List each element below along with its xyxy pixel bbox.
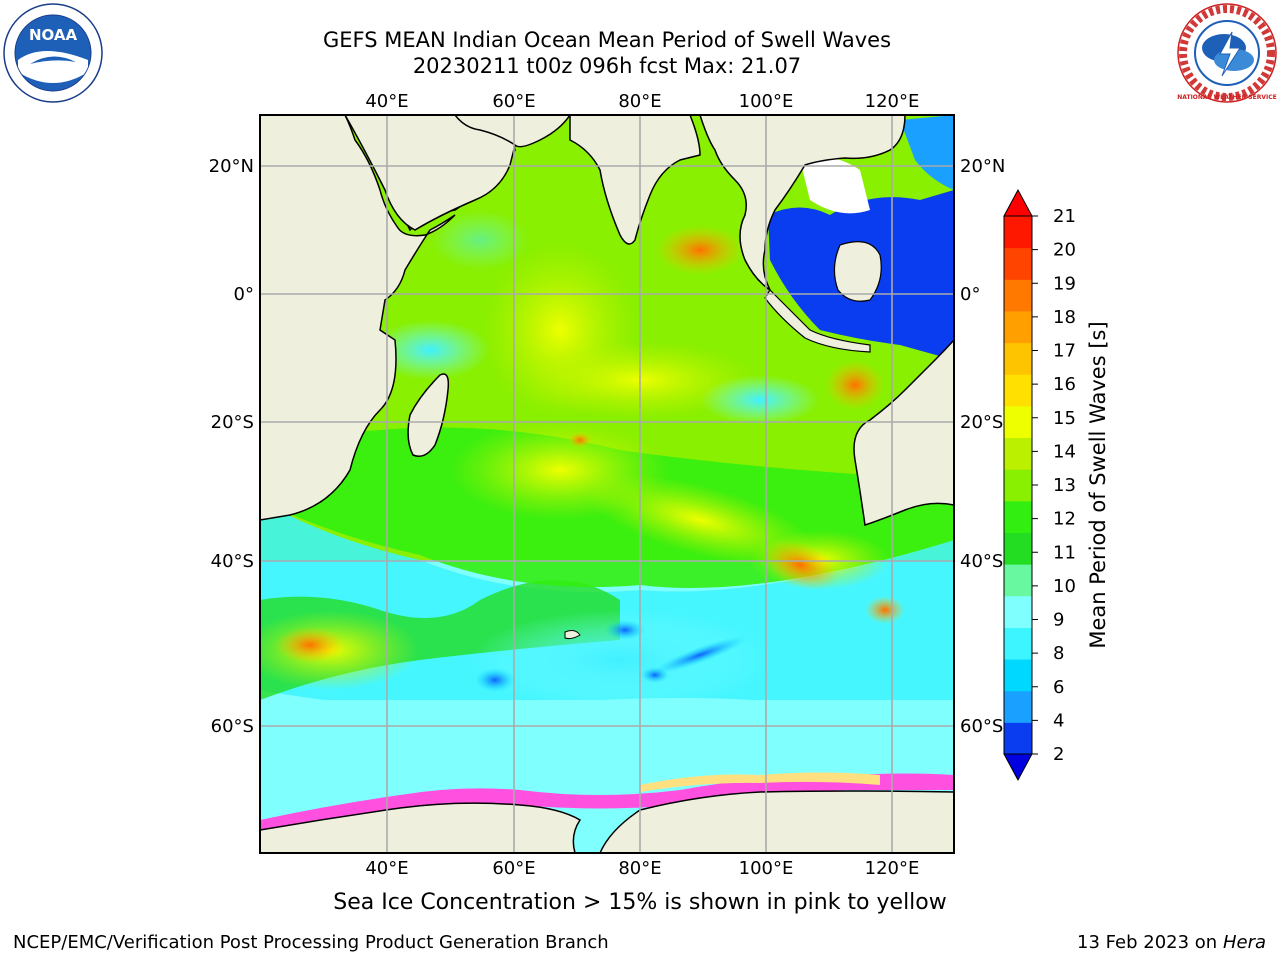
colorbar-tick-label: 2 [1053, 744, 1064, 765]
colorbar-segment [1004, 437, 1032, 470]
colorbar-tick-label: 12 [1053, 509, 1076, 530]
map-area [260, 115, 954, 853]
india-land [569, 115, 701, 245]
colorbar-segment [1004, 595, 1032, 628]
australia-land [853, 338, 954, 526]
right-lat-label: 0° [960, 284, 980, 305]
left-lat-label: 0° [234, 284, 254, 305]
colorbar-tick-label: 6 [1053, 677, 1064, 698]
southeast-asia-land [699, 115, 906, 293]
colorbar-segment [1004, 405, 1032, 439]
noaa-logo-text: NOAA [29, 26, 78, 44]
nws-logo-text: NATIONAL WEATHER SERVICE [1177, 94, 1276, 101]
left-lat-label: 40°S [211, 551, 254, 572]
colorbar-segment [1004, 374, 1032, 407]
colorbar-tick-label: 15 [1053, 408, 1076, 429]
top-lon-label: 120°E [865, 91, 920, 112]
colorbar-segment [1004, 500, 1032, 533]
footer-date: 13 Feb 2023 on Hera [1077, 932, 1266, 953]
colorbar-under-extension [1003, 753, 1033, 782]
colorbar-segment [1004, 310, 1032, 344]
colorbar-tick-label: 9 [1053, 610, 1064, 631]
colorbar-tick-label: 18 [1053, 307, 1076, 328]
colorbar-tick-label: 4 [1053, 710, 1064, 731]
colorbar-tick-label: 20 [1053, 240, 1076, 261]
bottom-lon-label: 40°E [365, 858, 408, 879]
bottom-lon-label: 60°E [492, 858, 535, 879]
map-frame [259, 114, 955, 854]
colorbar-segment [1004, 216, 1032, 249]
colorbar-segment [1004, 469, 1032, 502]
colorbar-tick-label: 14 [1053, 441, 1076, 462]
colorbar-over-extension [1003, 188, 1033, 217]
colorbar-segment [1004, 564, 1032, 597]
top-lon-label: 100°E [739, 91, 794, 112]
left-lat-label: 20°N [209, 156, 254, 177]
noaa-logo: NOAA [3, 3, 103, 103]
chart-subtitle: 20230211 t00z 096h fcst Max: 21.07 [412, 54, 802, 78]
right-lat-label: 40°S [960, 551, 1003, 572]
colorbar-tick-label: 8 [1053, 643, 1064, 664]
colorbar-label: Mean Period of Swell Waves [s] [1086, 321, 1110, 648]
colorbar-segment [1004, 532, 1032, 565]
colorbar-tick-label: 10 [1053, 576, 1076, 597]
left-lat-label: 20°S [211, 412, 254, 433]
madagascar-land [407, 373, 450, 457]
colorbar-tick-label: 21 [1053, 206, 1076, 227]
bottom-lon-label: 100°E [739, 858, 794, 879]
chart-title: GEFS MEAN Indian Ocean Mean Period of Sw… [322, 28, 892, 52]
top-lon-label: 80°E [618, 91, 661, 112]
colorbar-segment [1004, 659, 1032, 692]
colorbar-tick-label: 11 [1053, 542, 1076, 563]
colorbar-segment [1004, 722, 1032, 755]
right-lat-label: 20°S [960, 412, 1003, 433]
bottom-lon-label: 80°E [618, 858, 661, 879]
sea-ice-note: Sea Ice Concentration > 15% is shown in … [333, 890, 947, 915]
footer-machine: Hera [1222, 932, 1266, 953]
colorbar-segment [1004, 627, 1032, 660]
top-lon-label: 40°E [365, 91, 408, 112]
footer-credit: NCEP/EMC/Verification Post Processing Pr… [13, 932, 609, 953]
nws-logo: NATIONAL WEATHER SERVICE [1177, 3, 1277, 103]
right-lat-label: 20°N [960, 156, 1005, 177]
colorbar-tick-label: 19 [1053, 273, 1076, 294]
colorbar-segment [1004, 247, 1032, 280]
colorbar-tick-label: 16 [1053, 374, 1076, 395]
colorbar-tick-label: 13 [1053, 475, 1076, 496]
bottom-lon-label: 120°E [865, 858, 920, 879]
colorbar: 2 4 6 8 9 10 11 12 13 14 15 16 17 18 19 20 21 [1003, 188, 1076, 782]
colorbar-segment [1004, 690, 1032, 723]
left-lat-label: 60°S [211, 716, 254, 737]
colorbar-segment [1004, 342, 1032, 375]
antarctica-land [260, 802, 582, 853]
right-lat-label: 60°S [960, 716, 1003, 737]
footer-date-text: 13 Feb 2023 on [1077, 932, 1218, 953]
colorbar-tick-label: 17 [1053, 341, 1076, 362]
top-lon-label: 60°E [492, 91, 535, 112]
colorbar-segment [1004, 279, 1032, 312]
gridlines [260, 115, 954, 853]
